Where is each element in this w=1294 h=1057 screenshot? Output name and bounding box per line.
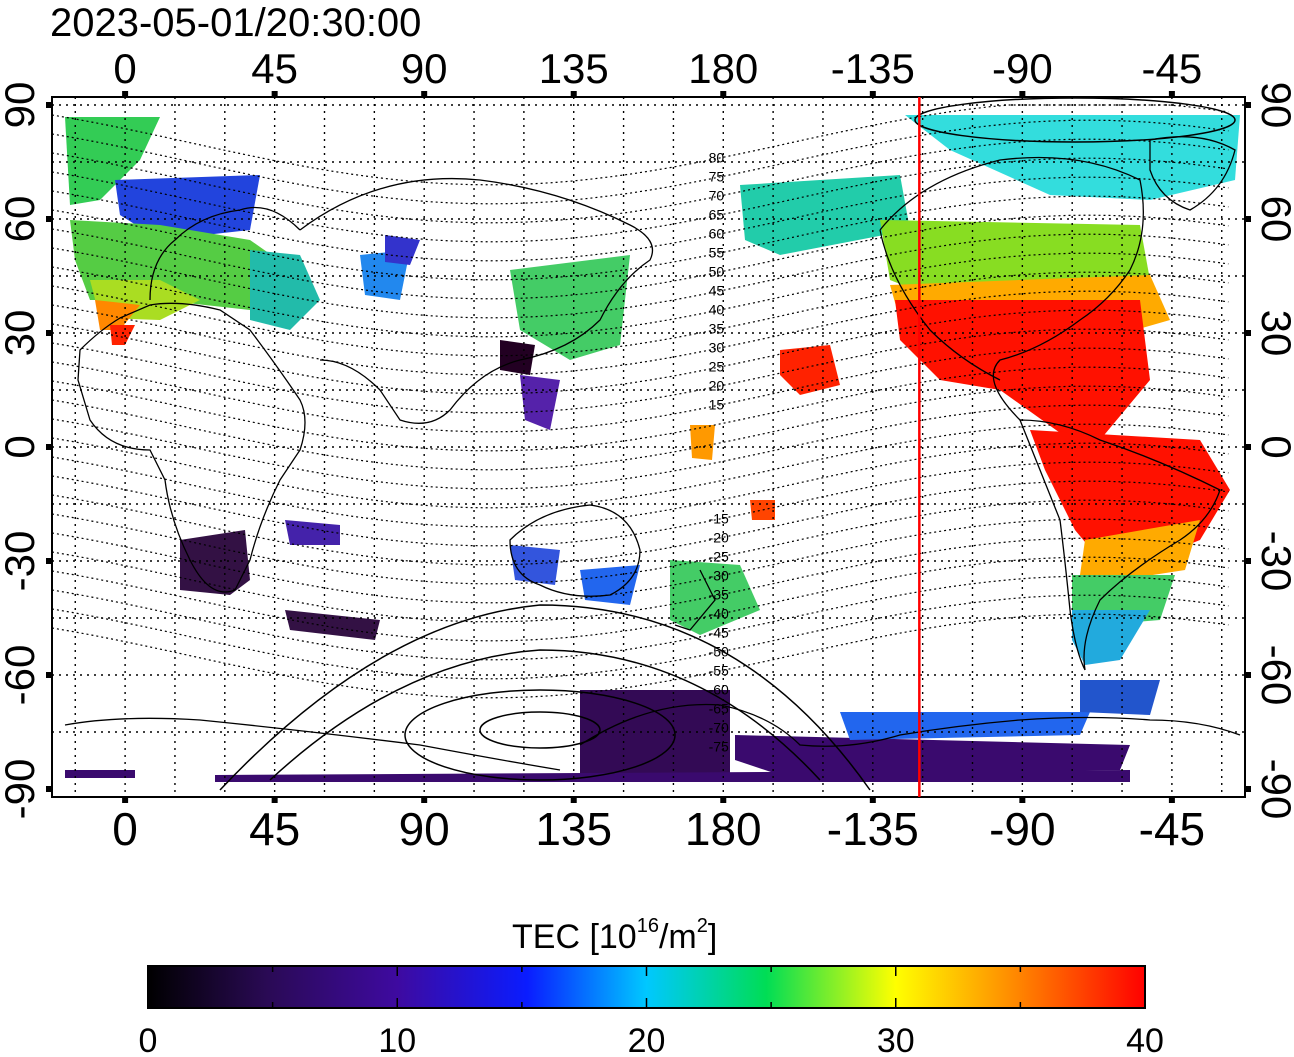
contour-label: -45: [709, 624, 729, 640]
x-tick-label-bottom: 135: [535, 803, 612, 855]
contour-label: 45: [709, 282, 725, 298]
map-title: 2023-05-01/20:30:00: [50, 1, 421, 45]
contour-label: -35: [709, 586, 729, 602]
y-tick-label-right: 30: [1253, 310, 1294, 357]
colorbar-label: TEC [1016/m2]: [512, 915, 717, 956]
contour-label: 30: [709, 339, 725, 355]
y-tick-label-right: -60: [1253, 645, 1294, 706]
x-tick-label-top: 45: [251, 45, 298, 92]
colorbar-tick-label: 20: [628, 1022, 666, 1057]
y-tick-label-left: 30: [0, 310, 43, 357]
contour-label: 70: [709, 187, 725, 203]
contour-label: -20: [709, 529, 729, 545]
y-tick-label-right: 90: [1253, 82, 1294, 129]
contour-label: 50: [709, 263, 725, 279]
colorbar-tick-label: 10: [378, 1022, 416, 1057]
y-tick-label-right: 60: [1253, 196, 1294, 243]
x-tick-label-bottom: 0: [112, 803, 138, 855]
contour-label: -30: [709, 567, 729, 583]
x-tick-label-top: 0: [113, 45, 136, 92]
contour-label: -50: [709, 643, 729, 659]
contour-label: -15: [709, 510, 729, 526]
contour-label: -40: [709, 605, 729, 621]
x-tick-label-top: 180: [688, 45, 758, 92]
y-tick-label-right: -90: [1253, 759, 1294, 820]
contour-label: 35: [709, 320, 725, 336]
x-tick-label-bottom: 45: [249, 803, 300, 855]
x-tick-label-bottom: -90: [989, 803, 1055, 855]
tec-data-layer: [65, 115, 1240, 782]
contour-label: 55: [709, 244, 725, 260]
x-tick-label-bottom: 180: [685, 803, 762, 855]
graticule-grid: [52, 97, 1245, 797]
colorbar-ticks: 0 10 20 30 40: [139, 966, 1164, 1057]
colorbar-tick-label: 0: [139, 1022, 158, 1057]
x-tick-label-top: 135: [539, 45, 609, 92]
y-tick-label-right: 0: [1253, 435, 1294, 458]
axis-layer: 0045459090135135180180-135-135-90-90-45-…: [0, 45, 1294, 855]
contour-label: 15: [709, 396, 725, 412]
contour-label: 80: [709, 149, 725, 165]
y-tick-label-left: 60: [0, 196, 43, 243]
contour-label: -60: [709, 681, 729, 697]
contour-labels: 80 75 70 65 60 55 50 45 40 35 30 25 20 15 -15 -20 -25 -30…: [709, 149, 729, 754]
contour-label: -70: [709, 719, 729, 735]
contour-label: -65: [709, 700, 729, 716]
y-tick-label-left: -90: [0, 759, 43, 820]
y-tick-label-right: -30: [1253, 531, 1294, 592]
contour-label: 60: [709, 225, 725, 241]
colorbar-tick-label: 40: [1126, 1022, 1164, 1057]
x-tick-label-top: -45: [1142, 45, 1203, 92]
coastlines: [64, 136, 1241, 771]
y-tick-label-left: 0: [0, 435, 43, 458]
x-tick-label-bottom: -45: [1139, 803, 1205, 855]
contour-label: -55: [709, 662, 729, 678]
x-tick-label-bottom: 90: [399, 803, 450, 855]
contour-label: 20: [709, 377, 725, 393]
contour-label: 75: [709, 168, 725, 184]
x-tick-label-top: 90: [401, 45, 448, 92]
contour-label: 25: [709, 358, 725, 374]
x-tick-label-top: -135: [831, 45, 915, 92]
y-tick-label-left: -30: [0, 531, 43, 592]
x-tick-label-top: -90: [992, 45, 1053, 92]
x-tick-label-bottom: -135: [827, 803, 919, 855]
y-tick-label-left: -60: [0, 645, 43, 706]
contour-label: 40: [709, 301, 725, 317]
magnetic-latitude-contours: [52, 104, 1229, 699]
colorbar-tick-label: 30: [877, 1022, 915, 1057]
contour-label: 65: [709, 206, 725, 222]
y-tick-label-left: 90: [0, 82, 43, 129]
magnetic-pole-loops: [219, 97, 1236, 791]
contour-label: -75: [709, 738, 729, 754]
contour-label: -25: [709, 548, 729, 564]
